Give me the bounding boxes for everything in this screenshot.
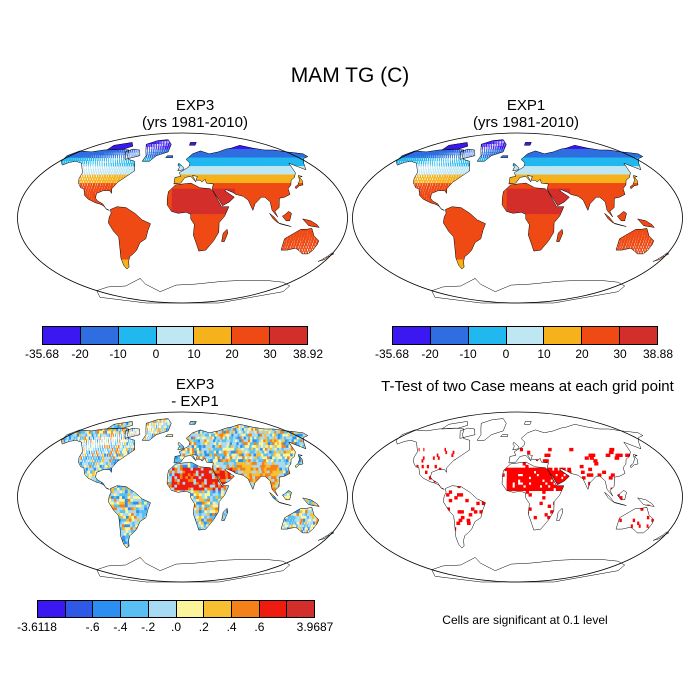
colorbar-tick-label: -35.68 — [25, 347, 59, 361]
colorbar-tick-label: 38.92 — [293, 347, 323, 361]
colorbar-swatch — [194, 327, 233, 344]
colorbar-tick-label: 0 — [503, 347, 510, 361]
colorbar-swatch — [259, 601, 288, 617]
colorbar-swatch — [148, 601, 177, 617]
colorbar-swatch — [270, 327, 308, 344]
colorbar-tick-label: 0 — [153, 347, 160, 361]
colorbar-tick-label: 10 — [187, 347, 200, 361]
colorbar-tick-label: 20 — [225, 347, 238, 361]
colorbar-swatch — [232, 327, 271, 344]
colorbar-tick-label: -10 — [459, 347, 476, 361]
colorbar-swatch — [468, 327, 507, 344]
panel-4-title-line1: T-Test of two Case means at each grid po… — [355, 378, 700, 395]
land-fill — [61, 418, 334, 582]
colorbar-swatch — [43, 327, 81, 344]
colorbar-tick-label: 30 — [613, 347, 626, 361]
coastlines — [396, 418, 670, 583]
colorbar-swatch — [204, 601, 232, 617]
colorbar-tick-label: -.4 — [113, 620, 127, 634]
map-border — [352, 411, 683, 583]
colorbar-tick-label: 10 — [537, 347, 550, 361]
panel-3-title-line1: EXP3 — [95, 376, 295, 393]
colorbar-tick-label: .0 — [171, 620, 181, 634]
colorbar-tick-label: .6 — [254, 620, 264, 634]
panel-2-title-line1: EXP1 — [426, 97, 626, 114]
colorbar-exp1 — [392, 326, 658, 345]
colorbar-swatch — [176, 601, 205, 617]
colorbar-tick-label: -10 — [109, 347, 126, 361]
panel-1-title: EXP3 (yrs 1981-2010) — [95, 97, 295, 131]
coastlines — [396, 139, 670, 304]
map-panel-exp1 — [352, 132, 683, 304]
figure-title: MAM TG (C) — [0, 64, 700, 88]
colorbar-swatch — [393, 327, 431, 344]
colorbar-swatch — [65, 601, 94, 617]
colorbar-tick-label: -.6 — [86, 620, 100, 634]
colorbar-swatch — [121, 601, 149, 617]
land-fill — [396, 139, 669, 303]
colorbar-tick-label: .4 — [227, 620, 237, 634]
coastlines — [61, 418, 335, 583]
colorbar-tick-label: -.2 — [141, 620, 155, 634]
coastlines — [61, 139, 335, 304]
significance-note: Cells are significant at 0.1 level — [400, 613, 650, 627]
colorbar-tick-label: .2 — [199, 620, 209, 634]
map-panel-difference — [17, 411, 348, 583]
colorbar-swatch — [582, 327, 621, 344]
colorbar-swatch — [287, 601, 315, 617]
colorbar-swatch — [231, 601, 260, 617]
colorbar-tick-label: -20 — [71, 347, 88, 361]
map-panel-exp3 — [17, 132, 348, 304]
map-border — [17, 132, 348, 304]
colorbar-difference — [37, 600, 315, 618]
colorbar-tick-label: -35.68 — [375, 347, 409, 361]
colorbar-tick-label: 30 — [263, 347, 276, 361]
panel-1-title-line1: EXP3 — [95, 97, 295, 114]
colorbar-swatch — [93, 601, 122, 617]
colorbar-swatch — [118, 327, 157, 344]
land-fill — [396, 447, 669, 531]
panel-1-title-line2: (yrs 1981-2010) — [95, 114, 295, 131]
colorbar-tick-label: 3.9687 — [297, 620, 334, 634]
map-border — [352, 132, 683, 304]
colorbar-exp3 — [42, 326, 308, 345]
map-border — [17, 411, 348, 583]
colorbar-tick-label: -20 — [421, 347, 438, 361]
colorbar-swatch — [544, 327, 583, 344]
colorbar-swatch — [430, 327, 469, 344]
panel-2-title: EXP1 (yrs 1981-2010) — [426, 97, 626, 131]
colorbar-swatch — [156, 327, 195, 344]
colorbar-swatch — [506, 327, 545, 344]
colorbar-tick-label: -3.6118 — [17, 620, 57, 634]
panel-3-title-line2: - EXP1 — [95, 393, 295, 410]
panel-3-title: EXP3 - EXP1 — [95, 376, 295, 410]
panel-2-title-line2: (yrs 1981-2010) — [426, 114, 626, 131]
colorbar-tick-label: 20 — [575, 347, 588, 361]
colorbar-tick-label: 38.88 — [643, 347, 673, 361]
colorbar-swatch — [620, 327, 658, 344]
land-fill — [61, 139, 334, 303]
panel-4-title: T-Test of two Case means at each grid po… — [355, 378, 700, 395]
map-panel-ttest — [352, 411, 683, 583]
colorbar-swatch — [38, 601, 66, 617]
colorbar-swatch — [80, 327, 119, 344]
